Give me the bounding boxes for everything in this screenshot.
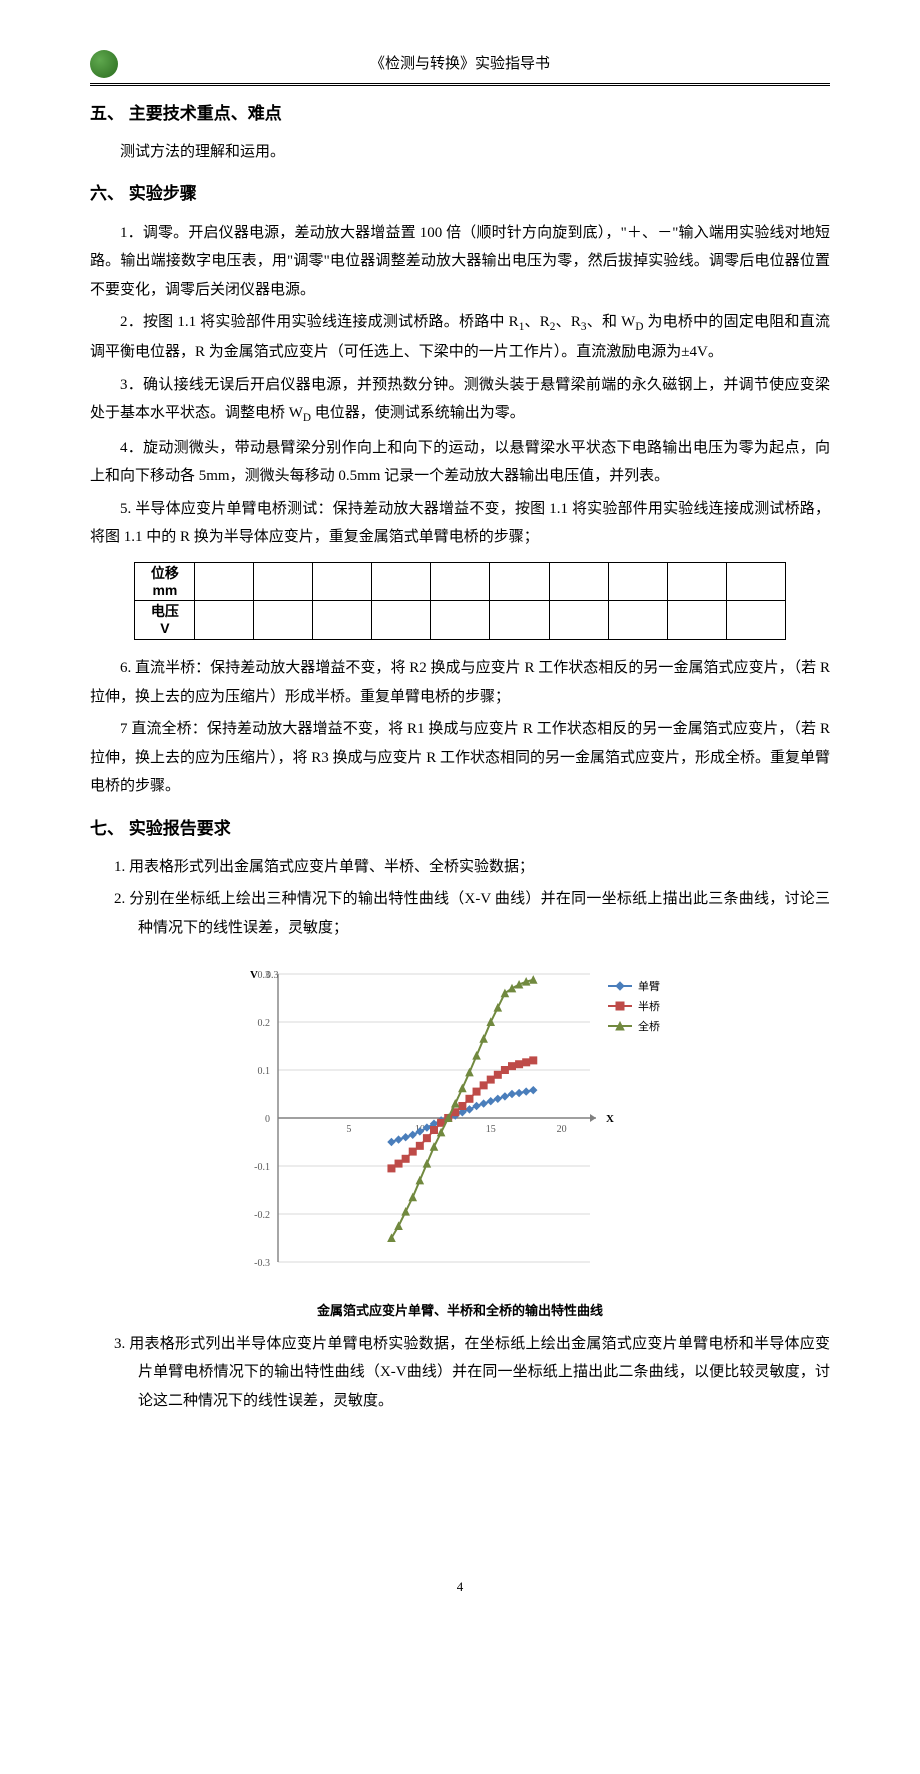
cell (490, 562, 549, 601)
req-item-1: 1. 用表格形式列出金属箔式应变片单臂、半桥、全桥实验数据； (90, 853, 830, 882)
doc-title: 《检测与转换》实验指导书 (138, 50, 830, 79)
page-header: 《检测与转换》实验指导书 (90, 50, 830, 79)
row1b: mm (152, 582, 177, 598)
cell (195, 601, 254, 640)
data-table: 位移 mm 电压 V (134, 562, 785, 640)
p2-mid2: 、R (555, 314, 580, 330)
report-requirements-2: 3. 用表格形式列出半导体应变片单臂电桥实验数据，在坐标纸上绘出金属箔式应变片单… (90, 1330, 830, 1416)
svg-text:0.1: 0.1 (258, 1066, 271, 1077)
svg-text:0: 0 (265, 1114, 270, 1125)
cell (313, 562, 372, 601)
cell (372, 601, 431, 640)
table-row: 电压 V (135, 601, 785, 640)
cell (608, 601, 667, 640)
cell (726, 601, 785, 640)
cell (667, 601, 726, 640)
svg-text:V: V (250, 969, 258, 981)
cell (431, 562, 490, 601)
output-characteristic-chart: -0.3-0.2-0.100.10.20.35101520V0.3X单臂半桥全桥 (230, 956, 690, 1286)
chart-caption: 金属箔式应变片单臂、半桥和全桥的输出特性曲线 (230, 1299, 690, 1324)
svg-text:-0.2: -0.2 (254, 1210, 270, 1221)
p3-after: 电位器，使测试系统输出为零。 (311, 405, 525, 421)
section5-heading: 五、 主要技术重点、难点 (90, 98, 830, 130)
row2-head: 电压 V (135, 601, 195, 640)
row2a: 电压 (151, 603, 179, 619)
svg-text:5: 5 (346, 1124, 351, 1135)
section5-p1: 测试方法的理解和运用。 (90, 138, 830, 167)
cell (431, 601, 490, 640)
cell (195, 562, 254, 601)
svg-text:20: 20 (557, 1124, 567, 1135)
cell (726, 562, 785, 601)
svg-text:15: 15 (486, 1124, 496, 1135)
row1-head: 位移 mm (135, 562, 195, 601)
req-item-3: 3. 用表格形式列出半导体应变片单臂电桥实验数据，在坐标纸上绘出金属箔式应变片单… (90, 1330, 830, 1416)
svg-text:0.3: 0.3 (266, 970, 279, 981)
svg-text:-0.3: -0.3 (254, 1258, 270, 1269)
p2-mid1: 、R (524, 314, 549, 330)
cell (667, 562, 726, 601)
section6-p3: 3．确认接线无误后开启仪器电源，并预热数分钟。测微头装于悬臂梁前端的永久磁钢上，… (90, 371, 830, 430)
row2b: V (160, 620, 169, 636)
header-rule-thin (90, 85, 830, 86)
section6-p1: 1．调零。开启仪器电源，差动放大器增益置 100 倍（顺时针方向旋到底），"＋、… (90, 219, 830, 305)
report-requirements: 1. 用表格形式列出金属箔式应变片单臂、半桥、全桥实验数据； 2. 分别在坐标纸… (90, 853, 830, 943)
table-row: 位移 mm (135, 562, 785, 601)
section6-p2: 2．按图 1.1 将实验部件用实验线连接成测试桥路。桥路中 R1、R2、R3、和… (90, 308, 830, 367)
svg-text:单臂: 单臂 (638, 980, 660, 993)
cell (313, 601, 372, 640)
section6-p7: 7 直流全桥：保持差动放大器增益不变，将 R1 换成与应变片 R 工作状态相反的… (90, 715, 830, 801)
section6-p4: 4．旋动测微头，带动悬臂梁分别作向上和向下的运动，以悬臂梁水平状态下电路输出电压… (90, 434, 830, 491)
section7-heading: 七、 实验报告要求 (90, 813, 830, 845)
p2-mid3: 、和 W (587, 314, 636, 330)
svg-text:-0.1: -0.1 (254, 1162, 270, 1173)
cell (372, 562, 431, 601)
header-rule-thick (90, 83, 830, 84)
section6-p6: 6. 直流半桥：保持差动放大器增益不变，将 R2 换成与应变片 R 工作状态相反… (90, 654, 830, 711)
cell (549, 562, 608, 601)
section6-p5: 5. 半导体应变片单臂电桥测试：保持差动放大器增益不变，按图 1.1 将实验部件… (90, 495, 830, 552)
cell (549, 601, 608, 640)
p3-subD: D (303, 412, 311, 424)
svg-text:全桥: 全桥 (638, 1019, 660, 1033)
page-number: 4 (90, 1575, 830, 1600)
cell (490, 601, 549, 640)
svg-text:0.2: 0.2 (258, 1018, 271, 1029)
section6-heading: 六、 实验步骤 (90, 178, 830, 210)
cell (608, 562, 667, 601)
req-item-2: 2. 分别在坐标纸上绘出三种情况下的输出特性曲线（X-V 曲线）并在同一坐标纸上… (90, 885, 830, 942)
cell (254, 562, 313, 601)
logo-icon (90, 50, 118, 78)
row1a: 位移 (151, 565, 179, 581)
svg-text:X: X (606, 1113, 614, 1125)
chart-container: -0.3-0.2-0.100.10.20.35101520V0.3X单臂半桥全桥… (230, 956, 690, 1323)
cell (254, 601, 313, 640)
p2-pre: 2．按图 1.1 将实验部件用实验线连接成测试桥路。桥路中 R (120, 314, 519, 330)
svg-text:半桥: 半桥 (638, 999, 660, 1013)
